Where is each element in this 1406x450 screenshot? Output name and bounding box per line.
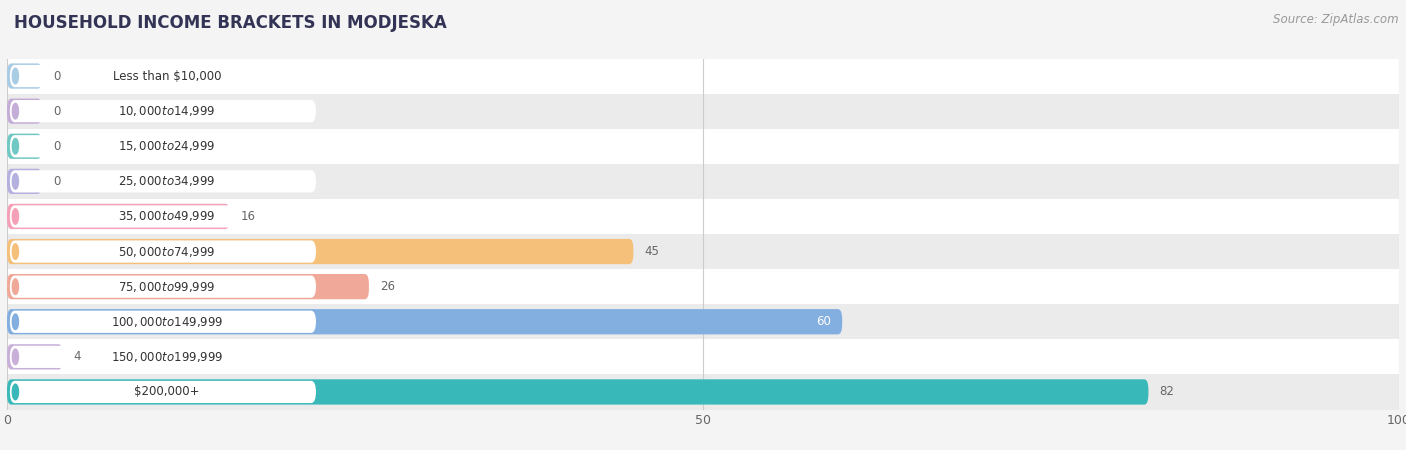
Text: $75,000 to $99,999: $75,000 to $99,999 [118, 279, 217, 294]
Bar [7, 374, 1399, 410]
FancyBboxPatch shape [7, 309, 842, 334]
Bar [7, 304, 1399, 339]
FancyBboxPatch shape [10, 275, 316, 298]
FancyBboxPatch shape [7, 239, 633, 264]
Text: $150,000 to $199,999: $150,000 to $199,999 [111, 350, 224, 364]
FancyBboxPatch shape [10, 240, 316, 263]
FancyBboxPatch shape [7, 169, 42, 194]
Circle shape [13, 384, 18, 400]
Circle shape [13, 139, 18, 154]
Text: $25,000 to $34,999: $25,000 to $34,999 [118, 174, 217, 189]
FancyBboxPatch shape [7, 274, 368, 299]
FancyBboxPatch shape [10, 205, 316, 228]
Text: $100,000 to $149,999: $100,000 to $149,999 [111, 315, 224, 329]
FancyBboxPatch shape [10, 100, 316, 122]
Text: $15,000 to $24,999: $15,000 to $24,999 [118, 139, 217, 153]
Circle shape [13, 104, 18, 119]
Text: 4: 4 [75, 351, 82, 363]
FancyBboxPatch shape [10, 135, 316, 158]
Bar [7, 234, 1399, 269]
Circle shape [13, 244, 18, 259]
Bar [7, 339, 1399, 374]
FancyBboxPatch shape [10, 170, 316, 193]
Bar [7, 269, 1399, 304]
FancyBboxPatch shape [7, 204, 229, 229]
FancyBboxPatch shape [7, 63, 42, 89]
Text: 45: 45 [644, 245, 659, 258]
Text: $50,000 to $74,999: $50,000 to $74,999 [118, 244, 217, 259]
Text: $10,000 to $14,999: $10,000 to $14,999 [118, 104, 217, 118]
Text: 0: 0 [53, 105, 60, 117]
Circle shape [13, 174, 18, 189]
Bar [7, 94, 1399, 129]
FancyBboxPatch shape [10, 310, 316, 333]
Text: 0: 0 [53, 140, 60, 153]
FancyBboxPatch shape [7, 99, 42, 124]
Text: $200,000+: $200,000+ [135, 386, 200, 398]
Circle shape [13, 279, 18, 294]
Bar [7, 129, 1399, 164]
FancyBboxPatch shape [10, 65, 316, 87]
Bar [7, 199, 1399, 234]
Text: 60: 60 [817, 315, 831, 328]
Text: 0: 0 [53, 70, 60, 82]
FancyBboxPatch shape [10, 381, 316, 403]
Text: 82: 82 [1160, 386, 1174, 398]
FancyBboxPatch shape [7, 134, 42, 159]
Text: 26: 26 [380, 280, 395, 293]
FancyBboxPatch shape [7, 379, 1149, 405]
Text: 16: 16 [240, 210, 256, 223]
Text: $35,000 to $49,999: $35,000 to $49,999 [118, 209, 217, 224]
Text: Source: ZipAtlas.com: Source: ZipAtlas.com [1274, 14, 1399, 27]
Circle shape [13, 314, 18, 329]
Circle shape [13, 68, 18, 84]
FancyBboxPatch shape [7, 344, 63, 369]
Text: Less than $10,000: Less than $10,000 [112, 70, 221, 82]
Bar [7, 164, 1399, 199]
Text: HOUSEHOLD INCOME BRACKETS IN MODJESKA: HOUSEHOLD INCOME BRACKETS IN MODJESKA [14, 14, 447, 32]
Circle shape [13, 209, 18, 224]
Text: 0: 0 [53, 175, 60, 188]
FancyBboxPatch shape [10, 346, 316, 368]
Bar [7, 58, 1399, 94]
Circle shape [13, 349, 18, 364]
